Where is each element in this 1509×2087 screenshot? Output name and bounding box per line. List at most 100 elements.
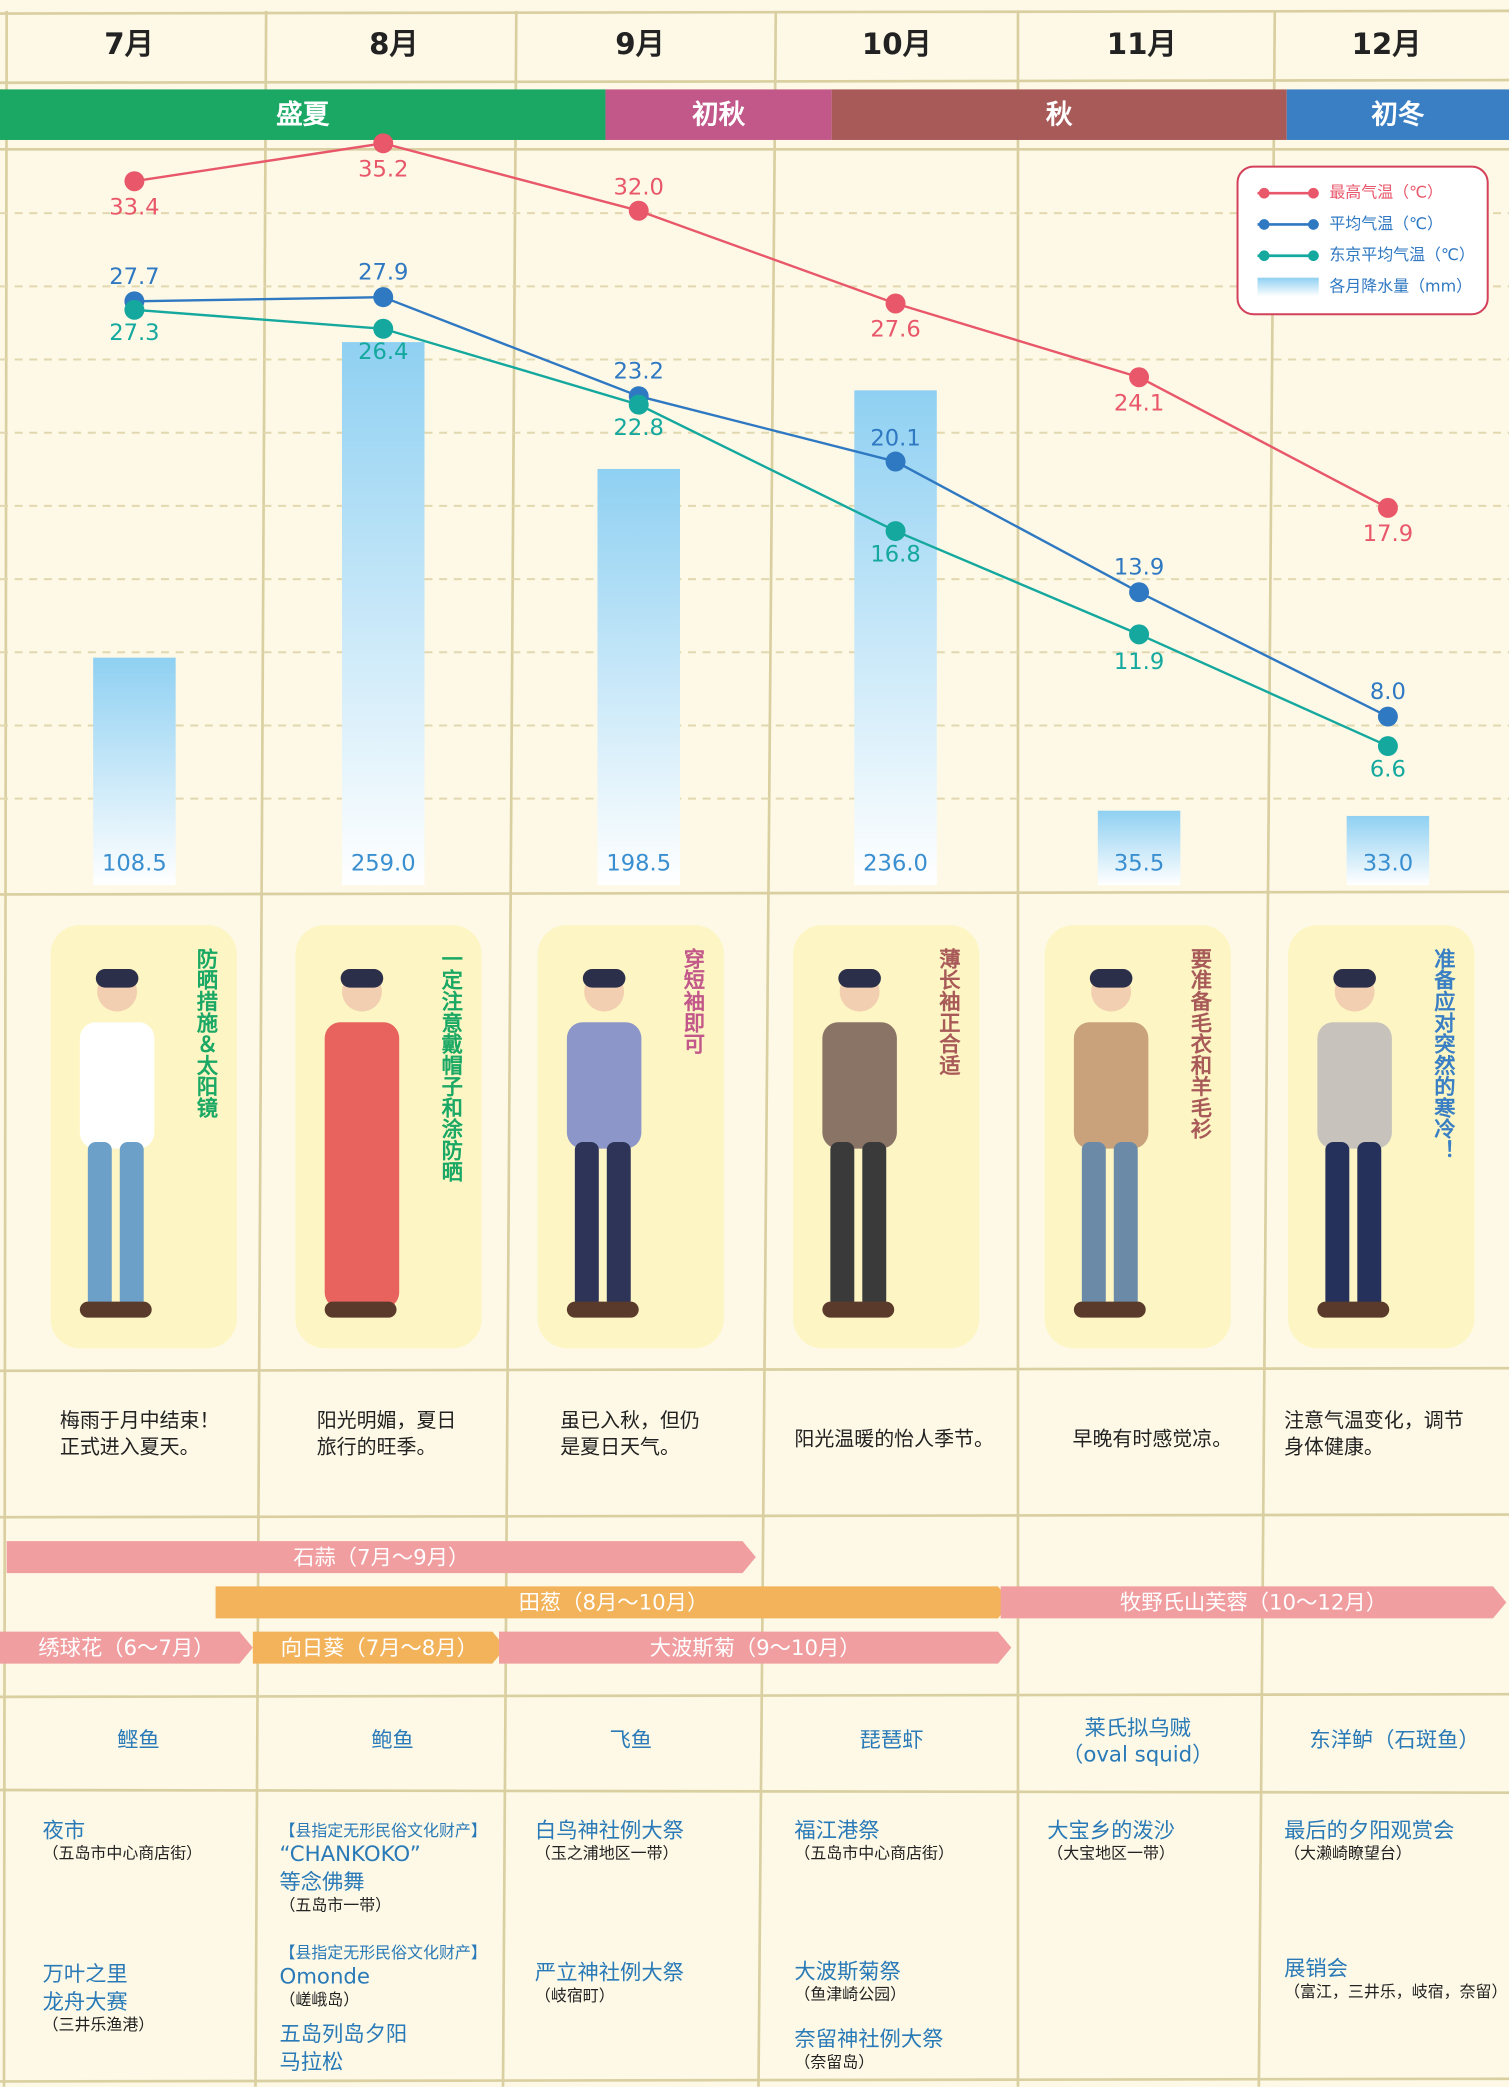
bar-value-label: 33.0 xyxy=(1363,850,1413,876)
month-description: 早晚有时感觉凉。 xyxy=(1073,1427,1233,1451)
temp-point xyxy=(1129,582,1149,602)
event-place: （大濑崎瞭望台） xyxy=(1284,1843,1412,1862)
temp-point xyxy=(373,287,393,307)
figure-hair xyxy=(96,969,139,988)
infographic: 7月8月9月10月11月12月盛夏初秋秋初冬108.5259.0198.5236… xyxy=(0,0,1509,2087)
figure-body xyxy=(1317,1022,1392,1148)
temp-point xyxy=(629,201,649,221)
month-label: 8月 xyxy=(369,27,419,61)
legend-label: 东京平均气温（℃） xyxy=(1329,245,1475,264)
temp-point xyxy=(629,395,649,415)
month-description: 身体健康。 xyxy=(1284,1435,1384,1459)
temp-value-label: 22.8 xyxy=(614,415,664,441)
fish-label: 莱氏拟乌贼 xyxy=(1085,1716,1191,1741)
figure-shoe xyxy=(1074,1302,1146,1318)
outfit-tip: 要准备毛衣和羊毛衫 xyxy=(1187,948,1213,1141)
bar-value-label: 35.5 xyxy=(1114,850,1164,876)
temp-value-label: 8.0 xyxy=(1370,679,1406,705)
figure-leg xyxy=(1357,1142,1381,1308)
outfit-tip: 防晒措施＆太阳镜 xyxy=(193,947,218,1119)
month-description: 是夏日天气。 xyxy=(560,1435,680,1459)
temp-point xyxy=(1378,736,1398,756)
event-place: （嵯峨岛） xyxy=(279,1990,359,2009)
temp-value-label: 6.6 xyxy=(1370,757,1406,783)
fish-label: 飞鱼 xyxy=(609,1728,652,1753)
figure-leg xyxy=(1325,1142,1349,1308)
fish-label: （oval squid） xyxy=(1062,1742,1213,1767)
figure-leg xyxy=(575,1142,599,1308)
event-place: （五岛市中心商店街） xyxy=(794,1843,954,1862)
bar-value-label: 198.5 xyxy=(606,850,671,876)
event-name: 夜市 xyxy=(43,1818,86,1843)
temp-point xyxy=(886,452,906,472)
event-place: （五岛市一带） xyxy=(279,1895,391,1914)
flower-label: 大波斯菊（9～10月） xyxy=(650,1636,861,1661)
temp-point xyxy=(886,521,906,541)
fish-label: 琵琶虾 xyxy=(860,1728,924,1753)
legend-swatch xyxy=(1259,219,1270,230)
event-place: （五岛市中心商店街） xyxy=(43,1843,203,1862)
legend-swatch xyxy=(1259,250,1270,261)
fish-label: 东洋鲈（石斑鱼） xyxy=(1309,1728,1479,1753)
figure-body xyxy=(822,1022,897,1148)
event-place: （奈留岛） xyxy=(794,2052,874,2071)
temp-point xyxy=(124,171,144,191)
page: {"chart_data":{"type":"combo", "categori… xyxy=(0,0,1509,2087)
event-name: 展销会 xyxy=(1284,1957,1348,1982)
bar-value-label: 259.0 xyxy=(351,850,416,876)
outfit-tip: 一定注意戴帽子和涂防晒 xyxy=(438,948,463,1183)
figure-hair xyxy=(1090,969,1133,988)
month-label: 12月 xyxy=(1352,27,1422,61)
outfit-tip: 准备应对突然的寒冷！ xyxy=(1430,947,1456,1160)
event-place: （富江，三井乐，岐宿，奈留） xyxy=(1284,1982,1507,2001)
temp-value-label: 27.6 xyxy=(870,317,920,343)
temp-value-label: 27.3 xyxy=(109,320,159,346)
event-place: （三井乐渔港） xyxy=(43,2015,155,2034)
figure-leg xyxy=(862,1142,886,1308)
event-name: 福江港祭 xyxy=(794,1818,879,1843)
figure-leg xyxy=(1082,1142,1106,1308)
month-label: 7月 xyxy=(104,27,154,61)
month-description: 梅雨于月中结束！ xyxy=(60,1408,220,1432)
figure-body xyxy=(80,1022,155,1148)
temp-value-label: 26.4 xyxy=(358,339,408,365)
temp-point xyxy=(1129,367,1149,387)
flower-label: 牧野氏山芙蓉（10～12月） xyxy=(1120,1591,1387,1616)
legend-label: 平均气温（℃） xyxy=(1329,214,1443,233)
figure-shoe xyxy=(1317,1302,1389,1318)
event-name: 龙舟大赛 xyxy=(43,1990,128,2015)
season-label: 秋 xyxy=(1046,100,1073,131)
legend-label: 最高气温（℃） xyxy=(1329,183,1443,202)
rain-bar xyxy=(597,469,680,885)
temp-value-label: 23.2 xyxy=(614,359,664,385)
legend-swatch xyxy=(1259,188,1270,199)
event-place: （大宝地区一带） xyxy=(1047,1843,1175,1862)
event-name: 大宝乡的泼沙 xyxy=(1047,1818,1175,1843)
season-label: 初秋 xyxy=(692,100,746,131)
figure-hair xyxy=(1333,969,1376,988)
flower-label: 田葱（8月～10月） xyxy=(519,1591,709,1616)
figure-leg xyxy=(1114,1142,1138,1308)
event-name: 万叶之里 xyxy=(43,1962,128,1987)
figure-hair xyxy=(838,969,881,988)
figure-body xyxy=(567,1022,642,1148)
month-description: 注意气温变化，调节 xyxy=(1284,1408,1464,1432)
month-label: 11月 xyxy=(1107,27,1177,61)
temp-point xyxy=(1378,498,1398,518)
legend-swatch xyxy=(1308,188,1319,199)
rain-bar xyxy=(342,342,425,885)
figure-leg xyxy=(88,1142,112,1308)
temp-value-label: 17.9 xyxy=(1363,521,1413,547)
temp-value-label: 11.9 xyxy=(1114,649,1164,675)
event-place: （鱼津崎公园） xyxy=(794,1984,906,2003)
event-name: 严立神社例大祭 xyxy=(535,1961,684,1986)
temp-point xyxy=(373,133,393,153)
temp-point xyxy=(124,300,144,320)
figure-leg xyxy=(607,1142,631,1308)
temp-value-label: 13.9 xyxy=(1114,555,1164,581)
temp-point xyxy=(373,319,393,339)
event-name: 等念佛舞 xyxy=(279,1870,364,1895)
event-tag: 【县指定无形民俗文化财产】 xyxy=(279,1943,486,1962)
event-name: 五岛列岛夕阳 xyxy=(279,2022,407,2047)
month-description: 正式进入夏天。 xyxy=(60,1435,200,1459)
